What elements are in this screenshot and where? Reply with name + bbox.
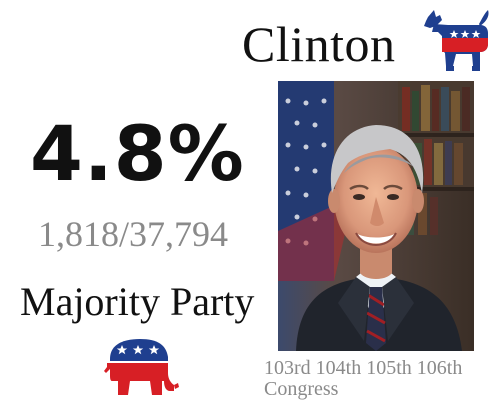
vote-fraction: 1,818/37,794	[38, 214, 229, 254]
percentage-value: 4.8%	[30, 109, 245, 198]
president-portrait	[278, 81, 474, 351]
majority-party-label: Majority Party	[20, 279, 255, 324]
congress-label: Congress	[264, 378, 339, 400]
republican-elephant-icon	[104, 339, 179, 395]
democratic-donkey-icon	[424, 10, 489, 71]
congress-session-list: 103rd 104th 105th 106th	[264, 357, 463, 379]
president-name: Clinton	[242, 16, 396, 72]
congress-sessions: 103rd 104th 105th 106th Congress	[264, 358, 500, 400]
